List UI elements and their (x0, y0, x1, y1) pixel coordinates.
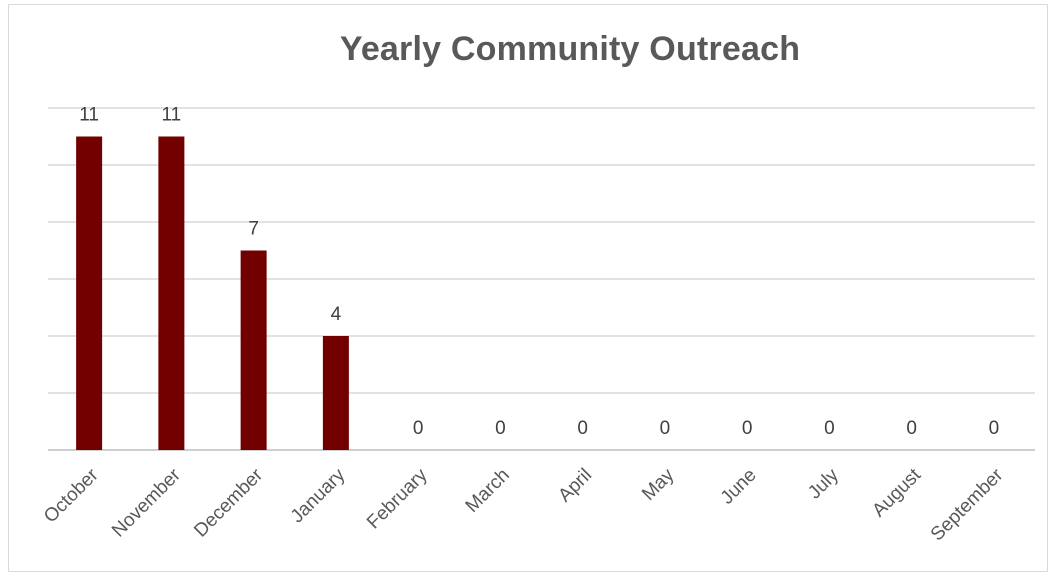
data-label-november: 11 (162, 105, 182, 126)
bar-october (76, 136, 103, 450)
bars (76, 136, 349, 450)
x-tick-label-january: January (287, 464, 350, 527)
bar-january (322, 336, 349, 450)
data-label-june: 0 (742, 418, 753, 439)
gridlines (48, 107, 1035, 451)
x-tick-label-may: May (638, 464, 679, 505)
x-tick-label-june: June (717, 465, 761, 509)
data-label-december: 7 (248, 219, 259, 240)
data-labels: 11 11 7 4 0 0 0 0 0 0 0 0 (79, 105, 999, 440)
data-label-july: 0 (824, 418, 835, 439)
x-tick-label-march: March (462, 465, 514, 517)
data-label-october: 11 (79, 105, 99, 126)
x-tick-label-april: April (554, 465, 596, 507)
data-label-april: 0 (577, 418, 588, 439)
bar-november (158, 136, 185, 450)
x-tick-label-september: September (927, 464, 1008, 545)
x-tick-label-december: December (190, 464, 267, 541)
x-tick-label-august: August (868, 464, 925, 521)
bar-december (240, 250, 267, 450)
x-tick-label-february: February (363, 464, 432, 533)
data-label-march: 0 (495, 418, 506, 439)
x-tick-label-october: October (40, 464, 103, 527)
x-tick-label-july: July (804, 464, 843, 503)
data-label-august: 0 (906, 418, 917, 439)
data-label-september: 0 (989, 418, 1000, 439)
x-tick-label-november: November (108, 464, 185, 541)
x-tick-labels: October November December January February Ma… (40, 464, 1008, 545)
data-label-february: 0 (413, 418, 424, 439)
chart-title: Yearly Community Outreach (339, 30, 801, 68)
data-label-january: 4 (331, 304, 342, 325)
data-label-may: 0 (660, 418, 671, 439)
